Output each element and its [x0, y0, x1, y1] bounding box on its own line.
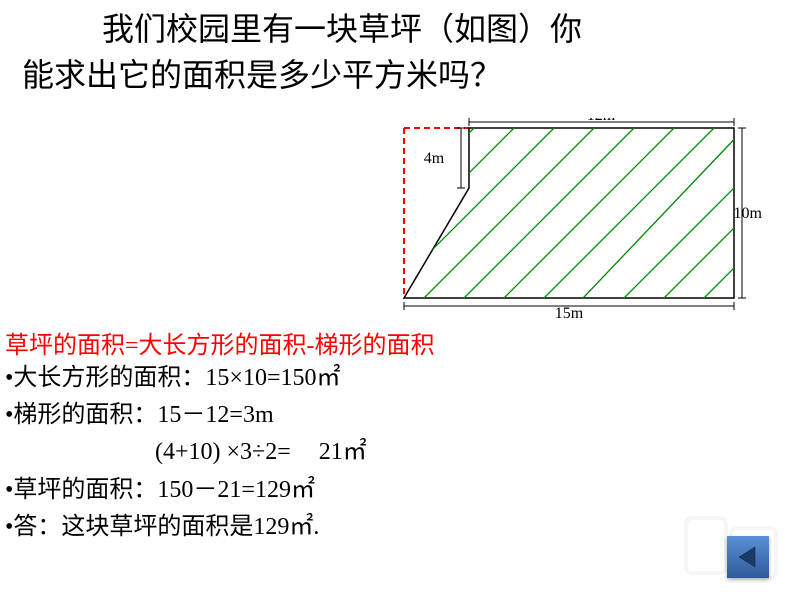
step-2-line2b: 21㎡ — [319, 434, 367, 471]
solution-steps: • 大长方形的面积： 15×10=150㎡ • 梯形的面积： 15－12=3m … — [5, 360, 367, 546]
step-4: • 答： 这块草坪的面积是129 ㎡ . — [5, 509, 367, 546]
step-1: • 大长方形的面积： 15×10=150㎡ — [5, 360, 367, 397]
step-2: • 梯形的面积： 15－12=3m — [5, 397, 367, 434]
step-4-label: 答： — [13, 509, 61, 546]
question-line-2: 能求出它的面积是多少平方米吗？ — [22, 52, 764, 98]
dim-right-label: 10m — [734, 205, 763, 222]
dim-top-label: 12m — [587, 118, 616, 124]
lawn-diagram: 12m 4m 10m 15m — [374, 118, 764, 318]
step-3: • 草坪的面积： 150－21=129㎡ — [5, 472, 367, 509]
triangle-left-icon — [735, 544, 761, 570]
step-4-unit: ㎡ — [289, 509, 313, 546]
prev-button[interactable] — [727, 536, 769, 578]
step-3-value: 150－21=129㎡ — [157, 472, 315, 509]
step-4-period: . — [313, 509, 319, 546]
step-3-label: 草坪的面积： — [13, 472, 157, 509]
step-2-label: 梯形的面积： — [13, 397, 157, 434]
step-2-line2a: (4+10) ×3÷2= — [155, 434, 291, 471]
step-4-text: 这块草坪的面积是129 — [61, 509, 289, 546]
step-2b: (4+10) ×3÷2= 21㎡ — [5, 434, 367, 471]
question-text: 我们校园里有一块草坪（如图）你 能求出它的面积是多少平方米吗？ — [22, 6, 764, 99]
step-1-value: 15×10=150㎡ — [205, 360, 340, 397]
step-1-label: 大长方形的面积： — [13, 360, 205, 397]
step-2-line1: 15－12=3m — [157, 397, 273, 434]
question-line-1: 我们校园里有一块草坪（如图）你 — [22, 6, 764, 52]
dim-notch-label: 4m — [424, 150, 445, 167]
dim-bottom-label: 15m — [555, 305, 584, 318]
formula-text: 草坪的面积=大长方形的面积-梯形的面积 — [5, 325, 435, 360]
